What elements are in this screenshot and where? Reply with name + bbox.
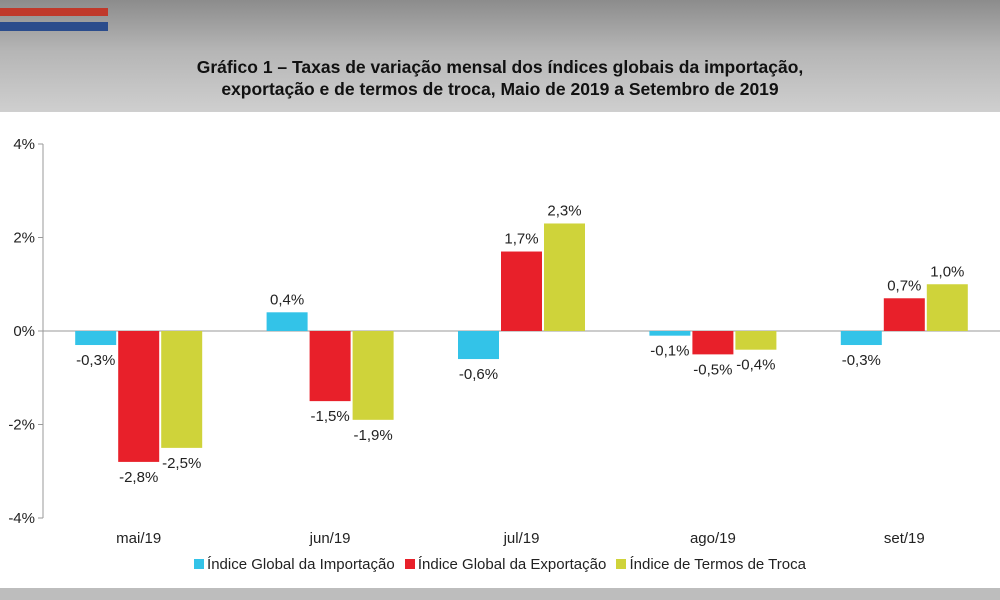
bar xyxy=(926,284,968,331)
legend-item-terms: Índice de Termos de Troca xyxy=(616,556,806,573)
data-label: 1,0% xyxy=(930,263,964,280)
bar xyxy=(840,331,882,346)
data-label: -1,9% xyxy=(354,427,393,444)
data-label: 1,7% xyxy=(504,231,538,248)
legend-swatch-export xyxy=(404,559,415,569)
bar xyxy=(161,331,203,448)
bar xyxy=(458,331,499,360)
header-band: Gráfico 1 – Taxas de variação mensal dos… xyxy=(0,0,1000,112)
data-label: 2,3% xyxy=(547,202,581,219)
bar xyxy=(118,331,160,462)
chart-title-line1: Gráfico 1 – Taxas de variação mensal dos… xyxy=(196,57,804,77)
legend-label-terms: Índice de Termos de Troca xyxy=(629,556,806,573)
bar xyxy=(501,251,542,331)
bar xyxy=(544,223,585,331)
legend-label-import: Índice Global da Importação xyxy=(207,556,395,573)
bar xyxy=(883,298,925,331)
y-tick-label: -4% xyxy=(8,510,35,527)
bar-chart: 4% 2% 0% -2% -4% -0,3% -2,8%-2,5% mai/19 0,4% -1,… xyxy=(8,136,1000,547)
legend: Índice Global da Importação Índice Globa… xyxy=(0,556,1000,576)
bar xyxy=(735,331,777,350)
bar xyxy=(692,331,734,355)
bar xyxy=(649,331,691,336)
legend-item-export: Índice Global da Exportação xyxy=(404,556,607,573)
data-label: -0,3% xyxy=(76,352,115,369)
legend-swatch-terms xyxy=(616,559,627,569)
data-label: -2,8% xyxy=(119,469,158,486)
legend-swatch-import xyxy=(194,559,205,569)
x-tick-label: jun/19 xyxy=(309,530,351,547)
y-tick-label: -2% xyxy=(8,417,35,434)
bar xyxy=(352,331,394,420)
logo xyxy=(0,2,112,38)
y-tick-label: 0% xyxy=(13,323,35,340)
footer-band xyxy=(0,588,1000,600)
x-tick-label: mai/19 xyxy=(116,530,161,547)
data-label: -2,5% xyxy=(162,455,201,472)
data-label: -0,5% xyxy=(693,361,732,378)
bar xyxy=(266,312,308,331)
x-tick-label: jul/19 xyxy=(503,530,540,547)
data-label: -0,3% xyxy=(842,352,881,369)
data-label: -0,6% xyxy=(459,366,498,383)
x-tick-label: ago/19 xyxy=(690,530,736,547)
data-label: 0,7% xyxy=(887,277,921,294)
y-tick-label: 2% xyxy=(13,230,35,247)
data-label: 0,4% xyxy=(270,291,304,308)
bar xyxy=(75,331,117,346)
data-label: -0,1% xyxy=(650,343,689,360)
bar xyxy=(309,331,351,402)
x-tick-label: set/19 xyxy=(884,530,925,547)
chart-title-line2: exportação e de termos de troca, Maio de… xyxy=(221,79,779,99)
data-label: -0,4% xyxy=(736,357,775,374)
y-tick-label: 4% xyxy=(13,136,35,153)
legend-item-import: Índice Global da Importação xyxy=(194,556,395,573)
data-label: -1,5% xyxy=(311,408,350,425)
legend-label-export: Índice Global da Exportação xyxy=(417,556,607,573)
chart-title: Gráfico 1 – Taxas de variação mensal dos… xyxy=(0,56,1000,100)
